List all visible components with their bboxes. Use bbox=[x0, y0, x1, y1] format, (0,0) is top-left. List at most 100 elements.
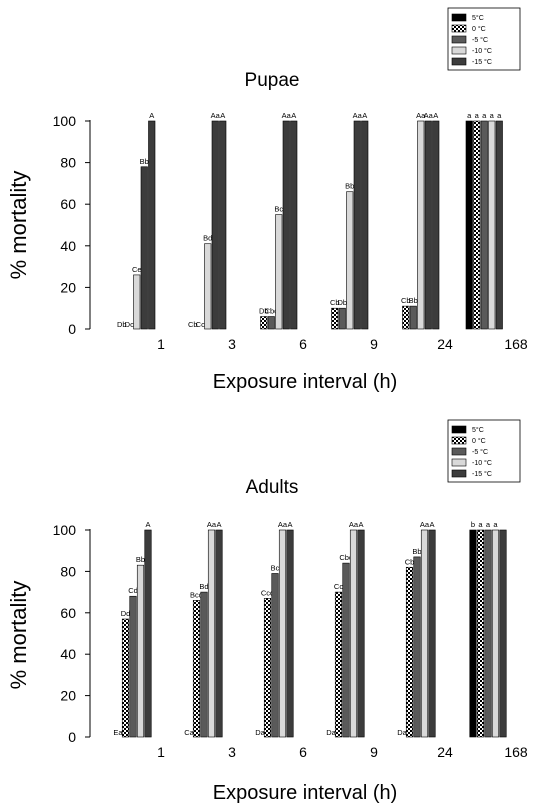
legend-swatch bbox=[451, 46, 467, 55]
bar-data-label: Ca bbox=[184, 728, 194, 737]
bar bbox=[476, 529, 485, 738]
bar bbox=[480, 120, 488, 330]
bar bbox=[331, 307, 339, 330]
bar bbox=[405, 566, 414, 738]
bar-data-label: Ce bbox=[132, 265, 142, 274]
bar-data-label: Bb bbox=[409, 296, 418, 305]
bar bbox=[338, 307, 346, 330]
bar-data-label: Da bbox=[397, 728, 407, 737]
bar bbox=[148, 120, 156, 330]
bar-data-label: Aa bbox=[416, 111, 426, 120]
y-tick-label: 0 bbox=[68, 321, 76, 337]
bar-data-label: Aa bbox=[211, 111, 221, 120]
bar-data-label: Aa bbox=[353, 111, 363, 120]
bar bbox=[271, 573, 279, 738]
bar-data-label: a bbox=[493, 520, 498, 529]
bar-data-label: Ea bbox=[113, 728, 123, 737]
legend-swatch bbox=[451, 469, 467, 478]
y-tick-label: 0 bbox=[68, 729, 76, 745]
bar-data-label: Aa bbox=[207, 520, 217, 529]
bar bbox=[121, 618, 130, 738]
bar-data-label: Cbc bbox=[339, 553, 353, 562]
bar-data-label: a bbox=[497, 111, 502, 120]
bar bbox=[361, 120, 369, 330]
bar bbox=[260, 316, 268, 330]
bar bbox=[129, 595, 137, 738]
bar bbox=[207, 529, 216, 738]
bar-data-label: Bc bbox=[271, 563, 280, 572]
bar bbox=[473, 120, 481, 330]
chart-title: Adults bbox=[246, 477, 299, 498]
bar bbox=[484, 529, 492, 738]
bar-data-label: a bbox=[478, 520, 483, 529]
bar-data-label: Cb bbox=[405, 557, 415, 566]
legend-swatch bbox=[451, 24, 467, 33]
bar bbox=[334, 591, 343, 738]
bar-data-label: Aa bbox=[282, 111, 292, 120]
bar-data-label: Db bbox=[117, 320, 127, 329]
y-tick-label: 60 bbox=[60, 605, 76, 621]
bar-data-label: Ccd bbox=[261, 588, 274, 597]
bar bbox=[263, 598, 272, 738]
bar bbox=[417, 120, 425, 330]
y-axis-label: % mortality bbox=[6, 171, 31, 280]
bar-data-label: Cd bbox=[128, 586, 138, 595]
y-tick-label: 60 bbox=[60, 196, 76, 212]
legend-label: -10 °C bbox=[472, 459, 492, 467]
bar bbox=[428, 529, 436, 738]
y-tick-label: 40 bbox=[60, 238, 76, 254]
x-tick-label: 9 bbox=[370, 744, 378, 760]
bar-data-label: A bbox=[291, 111, 296, 120]
bar bbox=[342, 562, 350, 738]
bar bbox=[200, 591, 208, 738]
x-tick-label: 168 bbox=[504, 336, 528, 352]
bar-data-label: Dc bbox=[125, 320, 134, 329]
bar bbox=[402, 305, 410, 330]
x-axis-label: Exposure interval (h) bbox=[213, 782, 398, 804]
bar-data-label: A bbox=[362, 111, 367, 120]
legend-label: -15 °C bbox=[472, 58, 492, 66]
bar-data-label: Db bbox=[259, 307, 269, 316]
bar bbox=[357, 529, 365, 738]
x-tick-label: 3 bbox=[228, 744, 236, 760]
chart-title: Pupae bbox=[245, 70, 300, 91]
bar bbox=[144, 529, 152, 738]
bar bbox=[469, 529, 477, 738]
bar bbox=[495, 120, 503, 330]
bar-data-label: Db bbox=[337, 298, 347, 307]
bar bbox=[424, 120, 432, 330]
bar bbox=[465, 120, 473, 330]
bar-data-label: A bbox=[220, 111, 225, 120]
legend-label: 5°C bbox=[472, 14, 484, 22]
bar bbox=[349, 529, 358, 738]
x-tick-label: 9 bbox=[370, 336, 378, 352]
bar bbox=[346, 191, 354, 330]
bar-data-label: Da bbox=[255, 728, 265, 737]
legend-label: 0 °C bbox=[472, 25, 486, 33]
bar-data-label: Aa bbox=[349, 520, 359, 529]
bar-data-label: Bb bbox=[140, 157, 149, 166]
y-tick-label: 100 bbox=[53, 522, 77, 538]
bar bbox=[211, 120, 219, 330]
legend-label: 5°C bbox=[472, 426, 484, 434]
bar-data-label: A bbox=[429, 520, 434, 529]
bar bbox=[413, 556, 421, 738]
bar-data-label: Cb bbox=[401, 296, 411, 305]
bar-data-label: b bbox=[471, 520, 475, 529]
y-tick-label: 40 bbox=[60, 646, 76, 662]
bar bbox=[290, 120, 298, 330]
y-tick-label: 80 bbox=[60, 563, 76, 579]
bar-data-label: Bcd bbox=[190, 590, 203, 599]
bar-data-label: Cb bbox=[330, 298, 340, 307]
bar bbox=[420, 529, 429, 738]
bar bbox=[140, 166, 148, 330]
y-tick-label: 80 bbox=[60, 155, 76, 171]
legend-label: -5 °C bbox=[472, 448, 488, 456]
bar bbox=[488, 120, 496, 330]
bar bbox=[278, 529, 287, 738]
y-tick-label: 100 bbox=[53, 113, 77, 129]
bar-data-label: a bbox=[490, 111, 495, 120]
bar-data-label: A bbox=[358, 520, 363, 529]
legend-label: -10 °C bbox=[472, 47, 492, 55]
